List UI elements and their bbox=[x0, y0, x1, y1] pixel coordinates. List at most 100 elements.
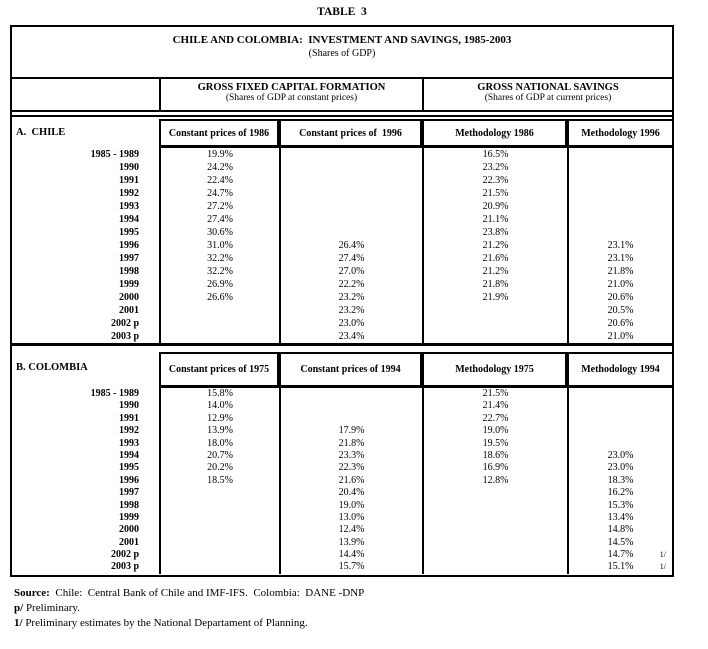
value-cell: 14.4% bbox=[279, 549, 422, 562]
note-p-label: p/ bbox=[14, 602, 24, 614]
value-text: 26.4% bbox=[338, 240, 365, 251]
value-cell: 16.9% bbox=[422, 462, 567, 475]
table-row: 2001 23.2% 20.5% bbox=[12, 304, 672, 317]
column-header: Constant prices of 1994 bbox=[279, 352, 422, 388]
year-label: 1993 bbox=[119, 201, 139, 212]
source-note: Source: Chile: Central Bank of Chile and… bbox=[14, 586, 364, 601]
value-cell: 18.3% bbox=[567, 474, 672, 488]
table-row: 1993 27.2% 20.9% bbox=[12, 200, 672, 213]
value-cell: 26.9% bbox=[159, 278, 279, 291]
year-cell: 1999 bbox=[12, 512, 159, 524]
value-cell: 14.0% bbox=[159, 400, 279, 413]
column-header: Constant prices of 1996 bbox=[279, 119, 422, 148]
year-label: 1997 bbox=[119, 487, 139, 499]
table-title-cell: CHILE AND COLOMBIA: INVESTMENT AND SAVIN… bbox=[12, 27, 672, 79]
value-text: 23.0% bbox=[607, 449, 634, 461]
year-label: 1993 bbox=[119, 437, 139, 449]
value-text: 27.4% bbox=[338, 253, 365, 264]
value-cell bbox=[567, 388, 672, 401]
value-cell: 14.7% 1/ bbox=[567, 549, 672, 562]
value-cell: 21.9% bbox=[422, 291, 567, 304]
value-cell: 21.8% bbox=[279, 437, 422, 450]
note-1-text: Preliminary estimates by the National De… bbox=[22, 617, 308, 629]
value-cell: 21.2% bbox=[422, 265, 567, 278]
group-header-gns: GROSS NATIONAL SAVINGS (Shares of GDP at… bbox=[422, 79, 672, 110]
value-text: 23.2% bbox=[338, 292, 365, 303]
value-text: 21.6% bbox=[338, 474, 365, 486]
year-label: 1995 bbox=[119, 462, 139, 474]
table-row: 1997 20.4% 16.2% bbox=[12, 487, 672, 500]
value-cell: 21.4% bbox=[422, 400, 567, 413]
value-text: 26.9% bbox=[207, 279, 233, 290]
value-cell: 31.0% bbox=[159, 239, 279, 252]
year-label: 2000 bbox=[119, 524, 139, 536]
value-text: 31.0% bbox=[207, 240, 233, 251]
table-row: 1996 18.5% 21.6% 12.8% 18.3% bbox=[12, 474, 672, 488]
value-cell: 27.2% bbox=[159, 200, 279, 213]
table-row: 2003 p 23.4% 21.0% bbox=[12, 330, 672, 343]
year-cell: 2001 bbox=[12, 537, 159, 549]
table-title: CHILE AND COLOMBIA: INVESTMENT AND SAVIN… bbox=[172, 34, 512, 46]
value-text: 27.0% bbox=[338, 266, 365, 277]
value-cell: 24.7% bbox=[159, 187, 279, 200]
value-text: 14.5% bbox=[607, 536, 634, 548]
value-cell: 21.6% bbox=[279, 474, 422, 488]
value-cell bbox=[279, 148, 422, 161]
year-cell: 2001 bbox=[12, 304, 159, 317]
year-cell: 1996 bbox=[12, 239, 159, 252]
value-cell bbox=[279, 187, 422, 200]
value-cell bbox=[422, 317, 567, 330]
year-cell: 2003 p bbox=[12, 561, 159, 573]
value-text: 13.0% bbox=[338, 511, 365, 523]
value-text: 22.3% bbox=[338, 462, 365, 474]
group-header-row: GROSS FIXED CAPITAL FORMATION (Shares of… bbox=[12, 79, 672, 110]
table-notes: Source: Chile: Central Bank of Chile and… bbox=[14, 586, 364, 631]
year-cell: 1995 bbox=[12, 462, 159, 474]
value-cell: 16.5% bbox=[422, 148, 567, 161]
value-text: 21.9% bbox=[482, 292, 509, 303]
group-header-stub bbox=[12, 79, 159, 110]
section-colombia-label: B. COLOMBIA bbox=[16, 361, 88, 373]
value-cell: 19.5% bbox=[422, 437, 567, 450]
year-cell: 1985 - 1989 bbox=[12, 388, 159, 400]
table-row: 1998 32.2% 27.0% 21.2% 21.8% bbox=[12, 265, 672, 278]
column-header: Methodology 1986 bbox=[422, 119, 567, 148]
value-cell: 23.2% bbox=[279, 291, 422, 304]
table-row: 1994 27.4% 21.1% bbox=[12, 213, 672, 226]
year-cell: 1998 bbox=[12, 265, 159, 278]
value-cell: 21.5% bbox=[422, 187, 567, 200]
year-label: 1990 bbox=[119, 400, 139, 412]
value-text: 23.0% bbox=[607, 462, 634, 474]
value-text: 14.8% bbox=[607, 524, 634, 536]
value-text: 20.6% bbox=[607, 292, 634, 303]
value-text: 21.0% bbox=[607, 279, 634, 290]
year-label: 1985 - 1989 bbox=[90, 149, 139, 160]
year-label: 2001 bbox=[119, 305, 139, 316]
table-row: 2003 p 15.7% 15.1% 1/ bbox=[12, 561, 672, 574]
table-row: 1995 20.2% 22.3% 16.9% 23.0% bbox=[12, 462, 672, 475]
preliminary-note: p/ Preliminary. bbox=[14, 601, 364, 616]
value-cell: 16.2% bbox=[567, 487, 672, 500]
table-row: 2001 13.9% 14.5% bbox=[12, 536, 672, 550]
value-cell: 23.2% bbox=[422, 161, 567, 174]
value-cell: 20.9% bbox=[422, 200, 567, 213]
table-row: 2000 26.6% 23.2% 21.9% 20.6% bbox=[12, 291, 672, 304]
value-text: 30.6% bbox=[207, 227, 233, 238]
value-cell: 21.2% bbox=[422, 239, 567, 252]
value-text: 27.2% bbox=[207, 201, 233, 212]
table-row: 1991 12.9% 22.7% bbox=[12, 412, 672, 426]
value-cell bbox=[159, 330, 279, 343]
value-cell: 15.1% 1/ bbox=[567, 561, 672, 574]
group-header-gfcf: GROSS FIXED CAPITAL FORMATION (Shares of… bbox=[159, 79, 422, 110]
section-colombia-header-row: B. COLOMBIA Constant prices of 1975 Cons… bbox=[12, 346, 672, 388]
year-label: 1991 bbox=[119, 175, 139, 186]
note-1-label: 1/ bbox=[14, 617, 23, 629]
value-cell bbox=[567, 437, 672, 450]
year-label: 1991 bbox=[119, 412, 139, 424]
value-text: 15.1% bbox=[607, 561, 634, 573]
value-text: 21.5% bbox=[482, 188, 509, 199]
value-cell: 15.7% bbox=[279, 561, 422, 574]
section-chile: A. CHILE Constant prices of 1986 Constan… bbox=[12, 117, 672, 346]
value-text: 32.2% bbox=[207, 266, 233, 277]
value-cell bbox=[279, 161, 422, 174]
